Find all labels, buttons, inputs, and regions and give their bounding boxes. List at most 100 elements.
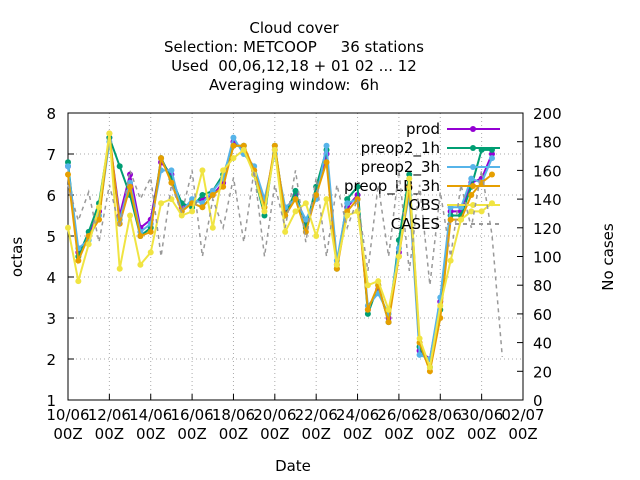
data-point xyxy=(416,351,423,358)
data-point xyxy=(468,175,475,182)
data-point xyxy=(116,265,123,272)
data-point xyxy=(364,306,371,313)
data-point xyxy=(437,302,444,309)
y-tick-label: 2 xyxy=(46,351,56,369)
data-point xyxy=(323,159,330,166)
data-point xyxy=(364,310,371,317)
x-tick-label: 20/06 00Z xyxy=(253,406,296,443)
data-point xyxy=(313,192,320,198)
plot-frame xyxy=(67,112,524,401)
x-tick-label: 12/06 00Z xyxy=(88,406,131,443)
data-point xyxy=(127,179,134,186)
data-point xyxy=(230,134,237,141)
legend-marker xyxy=(470,126,476,132)
data-point xyxy=(240,142,247,149)
data-point xyxy=(230,142,237,149)
y2-tick-label: 20 xyxy=(533,363,552,381)
data-point xyxy=(426,364,433,371)
data-point xyxy=(271,142,278,149)
data-point xyxy=(96,216,103,223)
data-point xyxy=(364,282,371,289)
data-point xyxy=(385,306,392,313)
data-point xyxy=(230,155,237,162)
data-point xyxy=(85,241,92,248)
data-point xyxy=(447,257,454,264)
data-point xyxy=(292,187,299,194)
chart-title: Cloud cover xyxy=(249,19,339,37)
data-point xyxy=(478,208,485,215)
data-point xyxy=(127,212,134,219)
legend-label: CASES xyxy=(391,215,440,233)
y2-tick-label: 100 xyxy=(533,249,562,267)
x-tick-label: 10/06 00Z xyxy=(46,406,89,443)
data-point xyxy=(488,151,495,157)
data-point xyxy=(447,216,454,223)
data-point xyxy=(406,171,413,178)
data-point xyxy=(333,265,340,272)
data-point xyxy=(344,208,351,215)
data-point xyxy=(199,192,206,198)
data-point xyxy=(261,212,268,219)
x-tick-label: 22/06 00Z xyxy=(295,406,338,443)
data-point xyxy=(106,130,113,137)
x-tick-label: 24/06 00Z xyxy=(336,406,379,443)
data-point xyxy=(323,142,330,149)
data-point xyxy=(168,167,175,174)
data-point xyxy=(488,171,495,178)
data-point xyxy=(220,183,227,190)
subtitle: Selection: METCOOP 36 stations xyxy=(164,38,424,56)
data-point xyxy=(127,183,134,190)
y-tick-label: 7 xyxy=(46,146,56,164)
data-point xyxy=(302,200,309,207)
x-tick-label: 26/06 00Z xyxy=(377,406,420,443)
y2-tick-label: 60 xyxy=(533,306,552,324)
data-point xyxy=(375,278,382,285)
data-point xyxy=(147,228,154,235)
data-point xyxy=(240,146,247,153)
series-line xyxy=(67,133,493,372)
legend-label: prod xyxy=(406,120,440,138)
data-point xyxy=(137,233,144,239)
data-point xyxy=(354,183,361,190)
x-axis-label: Date xyxy=(275,457,311,475)
data-point xyxy=(209,224,216,231)
y2-tick-label: 200 xyxy=(533,105,562,123)
data-point xyxy=(344,196,351,203)
data-point xyxy=(65,163,71,170)
y2-tick-label: 0 xyxy=(533,392,543,410)
series-line xyxy=(67,133,493,376)
data-point xyxy=(271,146,278,153)
data-point xyxy=(468,208,475,215)
y-axis-label: octas xyxy=(8,237,26,277)
data-point xyxy=(158,200,165,207)
y-tick-label: 4 xyxy=(46,269,56,287)
data-point xyxy=(344,212,351,219)
y2-tick-label: 120 xyxy=(533,220,562,238)
data-point xyxy=(468,192,475,198)
legend-label: preop2_3h xyxy=(361,158,440,177)
x-tick-label: 18/06 00Z xyxy=(212,406,255,443)
data-point xyxy=(137,261,144,268)
data-point xyxy=(178,212,185,219)
data-point xyxy=(292,208,299,215)
data-point xyxy=(75,257,82,264)
data-point xyxy=(406,175,413,182)
data-point xyxy=(209,187,216,194)
data-point xyxy=(65,159,71,166)
y-tick-label: 5 xyxy=(46,228,56,246)
data-point xyxy=(158,155,165,162)
data-point xyxy=(96,204,103,211)
data-point xyxy=(488,155,495,162)
data-point xyxy=(395,253,402,260)
data-point xyxy=(416,335,423,342)
data-point xyxy=(333,261,340,268)
data-point xyxy=(65,224,71,231)
x-tick-label: 30/06 00Z xyxy=(460,406,503,443)
legend-marker xyxy=(470,183,476,189)
y2-tick-label: 180 xyxy=(533,134,562,152)
x-tick-label: 16/06 00Z xyxy=(170,406,213,443)
y-tick-label: 3 xyxy=(46,310,56,328)
y-tick-label: 8 xyxy=(46,105,56,123)
data-point xyxy=(65,171,71,178)
